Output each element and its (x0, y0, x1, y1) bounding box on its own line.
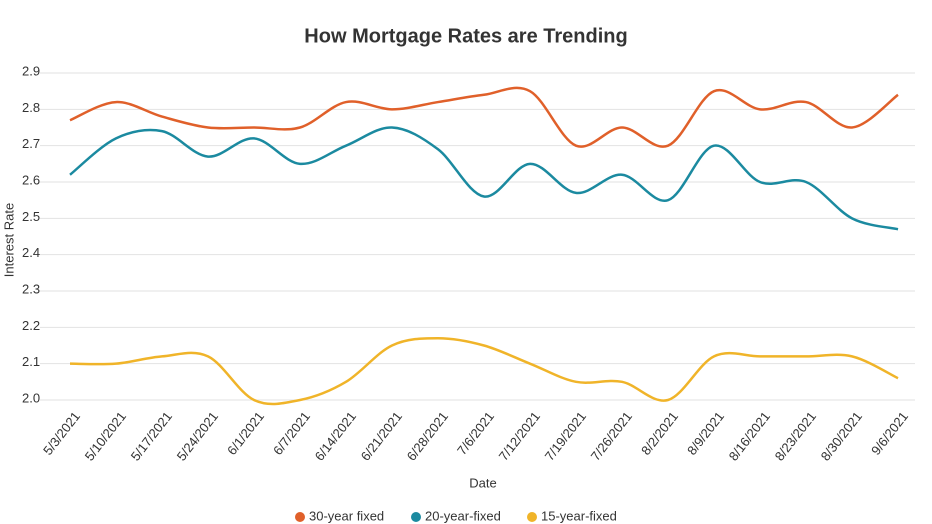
y-tick-label: 2.7 (22, 136, 40, 151)
y-tick-label: 2.0 (22, 390, 40, 405)
y-tick-label: 2.2 (22, 318, 40, 333)
x-tick-label: 6/28/2021 (404, 409, 451, 464)
legend-marker (411, 512, 421, 522)
x-tick-label: 8/23/2021 (772, 409, 819, 464)
line-series (69, 126, 899, 231)
x-tick-label: 5/17/2021 (128, 409, 175, 464)
legend-marker (527, 512, 537, 522)
y-tick-label: 2.5 (22, 209, 40, 224)
x-tick-label: 7/19/2021 (542, 409, 589, 464)
y-axis-label: Interest Rate (1, 203, 16, 277)
y-tick-label: 2.6 (22, 172, 40, 187)
y-tick-label: 2.3 (22, 281, 40, 296)
x-tick-label: 7/26/2021 (588, 409, 635, 464)
x-tick-label: 5/3/2021 (40, 409, 83, 458)
x-tick-label: 6/7/2021 (270, 409, 313, 458)
chart-title: How Mortgage Rates are Trending (304, 25, 627, 47)
legend-label: 20-year-fixed (425, 508, 501, 523)
y-tick-label: 2.4 (22, 245, 40, 260)
x-tick-label: 5/24/2021 (174, 409, 221, 464)
legend-label: 15-year-fixed (541, 508, 617, 523)
y-tick-label: 2.9 (22, 63, 40, 78)
x-tick-label: 8/9/2021 (684, 409, 727, 458)
x-tick-label: 8/30/2021 (818, 409, 865, 464)
legend-label: 30-year fixed (309, 508, 384, 523)
x-axis-label: Date (469, 475, 496, 490)
line-series (69, 86, 899, 148)
x-tick-label: 7/12/2021 (496, 409, 543, 464)
x-tick-label: 9/6/2021 (868, 409, 911, 458)
x-tick-label: 7/6/2021 (454, 409, 497, 458)
line-series (69, 336, 899, 406)
x-tick-label: 8/2/2021 (638, 409, 681, 458)
legend-marker (295, 512, 305, 522)
x-tick-label: 6/14/2021 (312, 409, 359, 464)
x-tick-label: 5/10/2021 (82, 409, 129, 464)
x-tick-label: 8/16/2021 (726, 409, 773, 464)
y-tick-label: 2.8 (22, 100, 40, 115)
y-tick-label: 2.1 (22, 354, 40, 369)
x-tick-label: 6/1/2021 (224, 409, 267, 458)
x-tick-label: 6/21/2021 (358, 409, 405, 464)
